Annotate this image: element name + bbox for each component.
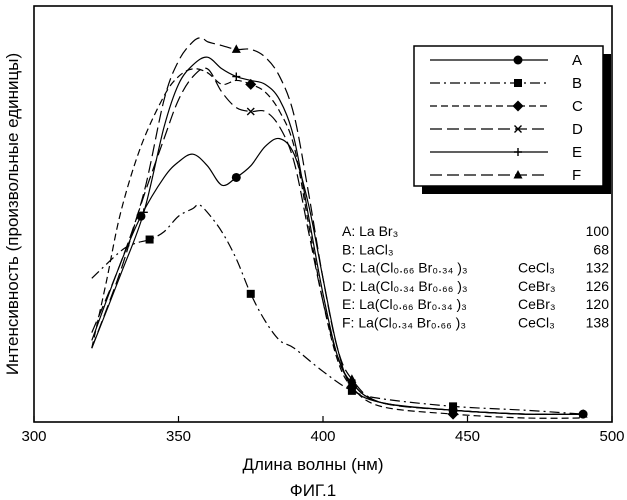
y-axis-label: Интенсивность (произвольные единицы) [3, 53, 22, 375]
data-point-marker [232, 173, 241, 182]
legend-label: D [572, 121, 583, 138]
data-point-marker [514, 56, 523, 65]
legend-label: F [572, 167, 581, 184]
annotation-value: 132 [586, 260, 610, 276]
annotation-formula: E: La(Cl₀.₆₆ Br₀.₃₄ )₃ [342, 296, 467, 312]
x-tick-label: 300 [21, 428, 46, 445]
annotation-activator: CeCl₃ [518, 260, 555, 276]
x-axis-label: Длина волны (нм) [242, 455, 383, 474]
data-point-marker [232, 73, 240, 81]
series-line-b [92, 204, 583, 414]
annotation-row: A: La Br₃ 100 [342, 223, 609, 239]
data-point-marker [146, 236, 154, 244]
annotation-value: 100 [586, 223, 610, 239]
annotation-activator: CeBr₃ [518, 278, 556, 294]
legend-label: A [572, 52, 582, 69]
figure-caption: ФИГ.1 [290, 481, 336, 500]
data-point-marker [514, 79, 522, 87]
annotation-row: E: La(Cl₀.₆₆ Br₀.₃₄ )₃ CeBr₃ 120 [342, 296, 609, 312]
legend-box: ABCDEF [414, 46, 611, 194]
x-tick-label: 500 [599, 428, 624, 445]
x-tick-label: 450 [455, 428, 480, 445]
annotation-value: 126 [586, 278, 610, 294]
annotation-row: C: La(Cl₀.₆₆ Br₀.₃₄ )₃ CeCl₃ 132 [342, 260, 609, 276]
series-b [92, 204, 583, 414]
annotation-value: 68 [593, 241, 609, 257]
annotation-table: A: La Br₃ 100 B: LaCl₃ 68 C: La(Cl₀.₆₆ Br₀.₃… [342, 223, 609, 331]
x-ticks: 300 350 400 450 500 [21, 416, 624, 445]
annotation-formula: F: La(Cl₀.₃₄ Br₀.₆₆ )₃ [342, 315, 466, 331]
legend-label: C [572, 98, 583, 115]
x-tick-label: 400 [310, 428, 335, 445]
annotation-row: B: LaCl₃ 68 [342, 241, 609, 257]
data-point-marker [232, 44, 241, 53]
data-point-marker [247, 290, 255, 298]
legend-label: B [572, 75, 582, 92]
annotation-value: 120 [586, 296, 610, 312]
annotation-value: 138 [586, 315, 610, 331]
annotation-row: D: La(Cl₀.₃₄ Br₀.₆₆ )₃ CeBr₃ 126 [342, 278, 609, 294]
annotation-activator: CeBr₃ [518, 296, 556, 312]
annotation-row: F: La(Cl₀.₃₄ Br₀.₆₆ )₃ CeCl₃ 138 [342, 315, 609, 331]
legend-label: E [572, 144, 582, 161]
annotation-formula: B: LaCl₃ [342, 241, 394, 257]
annotation-formula: A: La Br₃ [342, 223, 398, 239]
annotation-activator: CeCl₃ [518, 315, 555, 331]
x-tick-label: 350 [166, 428, 191, 445]
annotation-formula: C: La(Cl₀.₆₆ Br₀.₃₄ )₃ [342, 260, 468, 276]
annotation-formula: D: La(Cl₀.₃₄ Br₀.₆₆ )₃ [342, 278, 468, 294]
